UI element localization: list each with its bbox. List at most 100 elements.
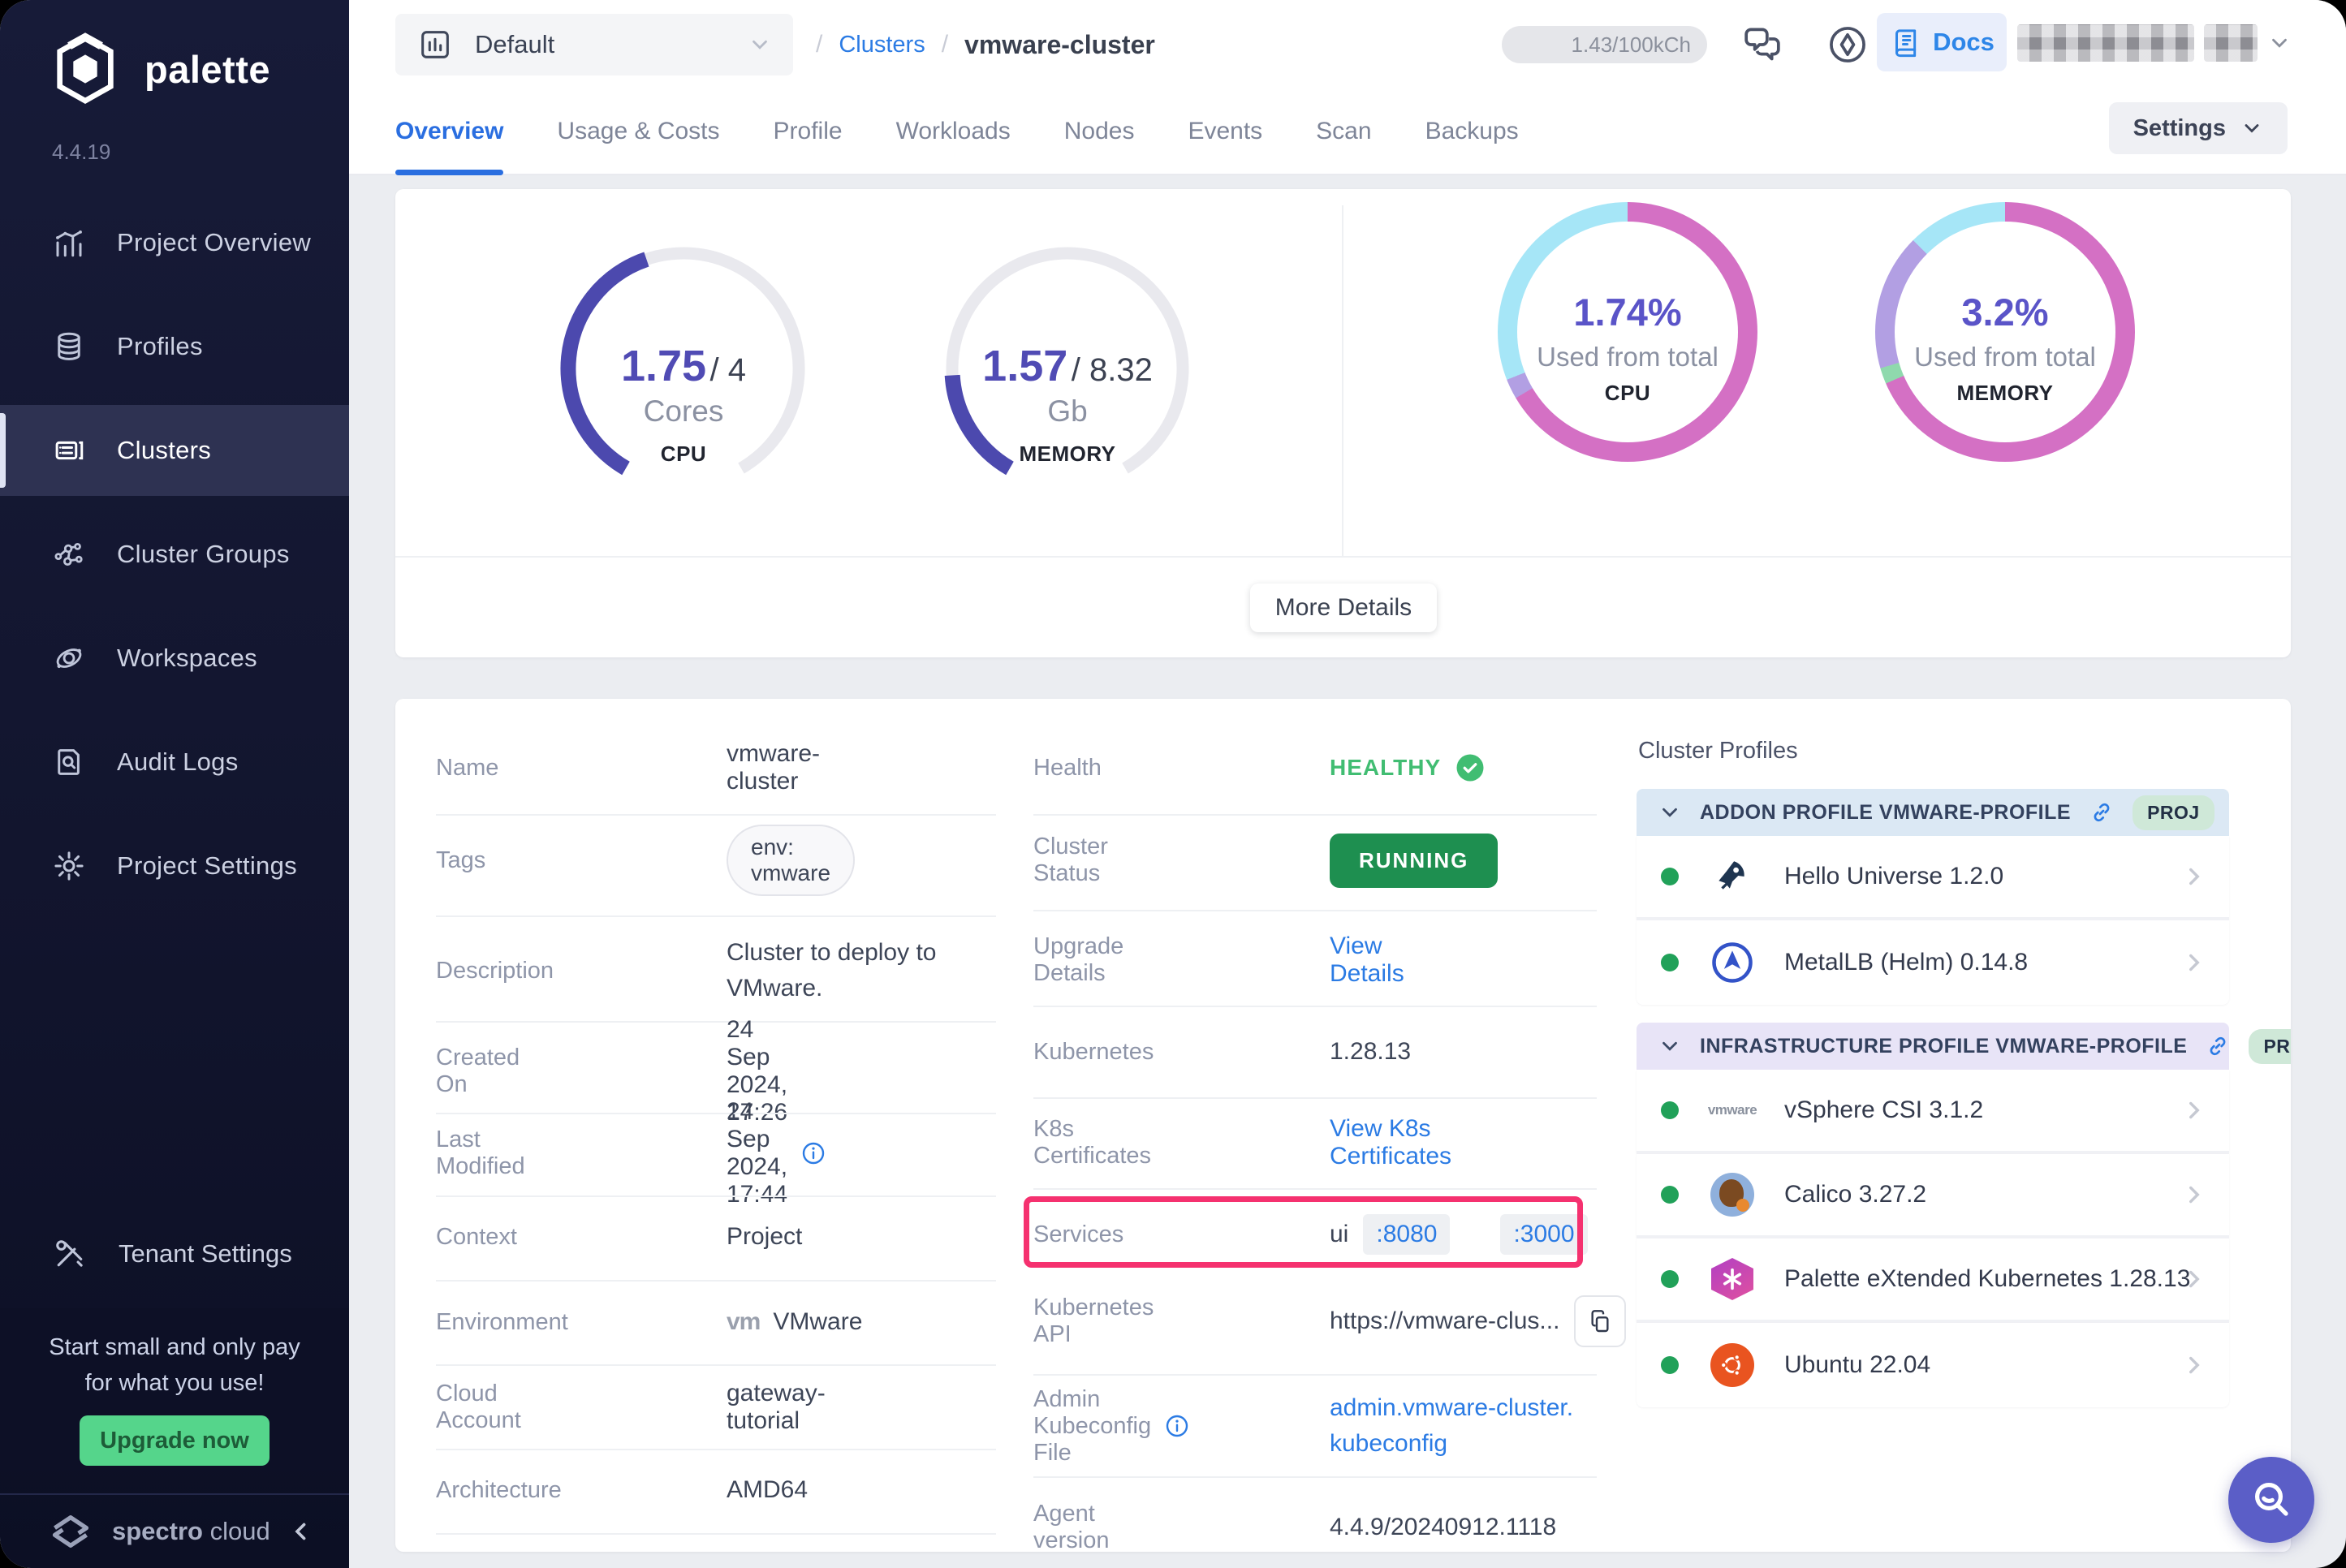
sidebar-item-clusters[interactable]: Clusters xyxy=(0,405,349,496)
running-status-badge[interactable]: RUNNING xyxy=(1330,833,1499,888)
profile-layer-metallb[interactable]: MetalLB (Helm) 0.14.8 xyxy=(1637,920,2229,1005)
sidebar-item-label: Profiles xyxy=(117,332,203,360)
settings-button[interactable]: Settings xyxy=(2108,102,2288,154)
link-icon[interactable] xyxy=(2205,1033,2231,1059)
sidebar-footer: spectro cloud xyxy=(0,1493,349,1568)
profile-layer-calico[interactable]: Calico 3.27.2 xyxy=(1637,1154,2229,1238)
cpu-gauge-title: CPU xyxy=(660,442,707,466)
sidebar-item-profiles[interactable]: Profiles xyxy=(0,295,349,398)
calico-icon xyxy=(1710,1172,1755,1217)
collapse-sidebar-icon[interactable] xyxy=(287,1518,315,1545)
sidebar-item-label: Project Settings xyxy=(117,851,297,880)
project-scope-dropdown[interactable]: Default xyxy=(395,14,793,75)
addon-profile-header[interactable]: ADDON PROFILE VMWARE-PROFILE PROJ xyxy=(1637,789,2229,836)
detail-label: Context xyxy=(436,1223,517,1250)
memory-gauge-chart: 1.57 / 8.32 Gb MEMORY xyxy=(938,232,1197,492)
architecture-value: AMD64 xyxy=(727,1476,809,1503)
link-icon[interactable] xyxy=(2089,799,2115,825)
profile-layer-vsphere-csi[interactable]: vmware vSphere CSI 3.1.2 xyxy=(1637,1070,2229,1154)
service-port-3000-link[interactable]: :3000 xyxy=(1500,1214,1588,1255)
utilization-panel: 1.75 / 4 Cores CPU 1.57 / 8.32 Gb MEMORY… xyxy=(395,189,2291,657)
tab-scan[interactable]: Scan xyxy=(1316,118,1372,144)
cpu-used-percent: 1.74% xyxy=(1573,291,1682,334)
tab-workloads[interactable]: Workloads xyxy=(895,118,1011,144)
more-details-button[interactable]: More Details xyxy=(1250,584,1437,632)
memory-donut-subtitle: Used from total xyxy=(1914,342,2096,372)
sidebar-item-audit-logs[interactable]: Audit Logs xyxy=(0,710,349,814)
promo-line-2: for what you use! xyxy=(84,1370,265,1396)
breadcrumb-separator: / xyxy=(941,31,949,58)
layer-name: Palette eXtended Kubernetes 1.28.13 xyxy=(1784,1265,2191,1292)
cpu-gauge-chart: 1.75 / 4 Cores CPU xyxy=(554,232,813,492)
brand: palette xyxy=(47,31,270,107)
breadcrumb-clusters-link[interactable]: Clusters xyxy=(839,31,925,58)
detail-label: Name xyxy=(436,754,499,781)
feedback-chat-icon[interactable] xyxy=(1740,22,1785,67)
detail-label-text: Admin Kubeconfig File xyxy=(1033,1385,1152,1466)
tab-nodes[interactable]: Nodes xyxy=(1063,118,1135,144)
chevron-right-icon xyxy=(2189,1186,2200,1204)
info-icon[interactable] xyxy=(1164,1413,1190,1439)
project-overview-icon xyxy=(56,230,82,257)
tabs: Overview Usage & Costs Profile Workloads… xyxy=(395,89,1519,175)
row-divider xyxy=(1033,1374,1597,1376)
proj-scope-badge: PROJ xyxy=(2133,795,2214,830)
infrastructure-profile-name: INFRASTRUCTURE PROFILE VMWARE-PROFILE xyxy=(1700,1034,2188,1058)
cpu-donut-subtitle: Used from total xyxy=(1537,342,1719,372)
tab-usage-costs[interactable]: Usage & Costs xyxy=(557,118,720,144)
support-search-button[interactable] xyxy=(2228,1457,2314,1543)
row-divider xyxy=(436,1533,996,1535)
explore-compass-icon[interactable] xyxy=(1825,22,1870,67)
tab-overview[interactable]: Overview xyxy=(395,89,504,175)
metallb-icon xyxy=(1710,940,1755,985)
upgrade-promo: Start small and only pay for what you us… xyxy=(0,1308,349,1471)
view-details-link[interactable]: View Details xyxy=(1330,933,1404,987)
user-account-menu[interactable] xyxy=(2017,24,2292,62)
sidebar-item-workspaces[interactable]: Workspaces xyxy=(0,606,349,710)
palette-logo-icon xyxy=(57,32,114,104)
upgrade-now-button[interactable]: Upgrade now xyxy=(80,1415,270,1466)
kubernetes-version-value: 1.28.13 xyxy=(1330,1038,1412,1065)
detail-label: Admin Kubeconfig File xyxy=(1033,1381,1190,1471)
tab-profile[interactable]: Profile xyxy=(773,118,843,144)
settings-button-label: Settings xyxy=(2133,114,2226,141)
spectro-cloud-logo-icon xyxy=(52,1515,89,1548)
copy-icon xyxy=(1591,1310,1609,1333)
tab-events[interactable]: Events xyxy=(1188,118,1263,144)
infrastructure-profile-group: INFRASTRUCTURE PROFILE VMWARE-PROFILE PR… xyxy=(1637,1023,2291,1407)
docs-button[interactable]: Docs xyxy=(1877,13,2007,71)
chevron-right-icon xyxy=(2189,1356,2200,1374)
copy-button[interactable] xyxy=(1574,1295,1627,1347)
sidebar-item-tenant-settings[interactable]: Tenant Settings xyxy=(0,1203,349,1305)
row-divider xyxy=(1033,1188,1597,1190)
kubeconfig-download-link[interactable]: admin.vmware-cluster.kubeconfig xyxy=(1330,1394,1574,1457)
memory-used-value: 1.57 xyxy=(982,342,1068,390)
row-divider xyxy=(436,1113,996,1114)
row-divider xyxy=(436,1195,996,1197)
sidebar-item-project-settings[interactable]: Project Settings xyxy=(0,814,349,918)
profile-layer-hello-universe[interactable]: Hello Universe 1.2.0 xyxy=(1637,836,2229,920)
memory-total-value: / 8.32 xyxy=(1071,352,1153,388)
tab-backups[interactable]: Backups xyxy=(1425,118,1519,144)
project-scope-value: Default xyxy=(475,30,555,58)
sidebar-item-cluster-groups[interactable]: Cluster Groups xyxy=(0,502,349,606)
memory-donut-title: MEMORY xyxy=(1956,381,2054,405)
service-port-8080-link[interactable]: :8080 xyxy=(1363,1214,1451,1255)
chevron-right-icon xyxy=(2189,868,2200,885)
vmware-logo-icon: vm xyxy=(727,1308,761,1335)
detail-label: Architecture xyxy=(436,1476,562,1503)
info-icon[interactable] xyxy=(800,1140,826,1166)
pxk-icon xyxy=(1710,1256,1755,1302)
sidebar-item-project-overview[interactable]: Project Overview xyxy=(0,191,349,295)
detail-label: Last Modified xyxy=(436,1126,525,1179)
infrastructure-profile-header[interactable]: INFRASTRUCTURE PROFILE VMWARE-PROFILE PR… xyxy=(1637,1023,2291,1070)
memory-gauge-arc xyxy=(944,247,1189,476)
chevron-right-icon xyxy=(2189,954,2200,971)
sidebar-item-label: Tenant Settings xyxy=(119,1239,292,1268)
view-k8s-certificates-link[interactable]: View K8s Certificates xyxy=(1330,1115,1452,1170)
profile-layer-palette-extended-kubernetes[interactable]: Palette eXtended Kubernetes 1.28.13 xyxy=(1637,1238,2229,1323)
profile-layer-ubuntu[interactable]: Ubuntu 22.04 xyxy=(1637,1323,2229,1407)
layer-status-dot xyxy=(1661,1186,1679,1204)
row-divider xyxy=(1033,910,1597,911)
promo-text: Start small and only pay for what you us… xyxy=(0,1308,349,1401)
